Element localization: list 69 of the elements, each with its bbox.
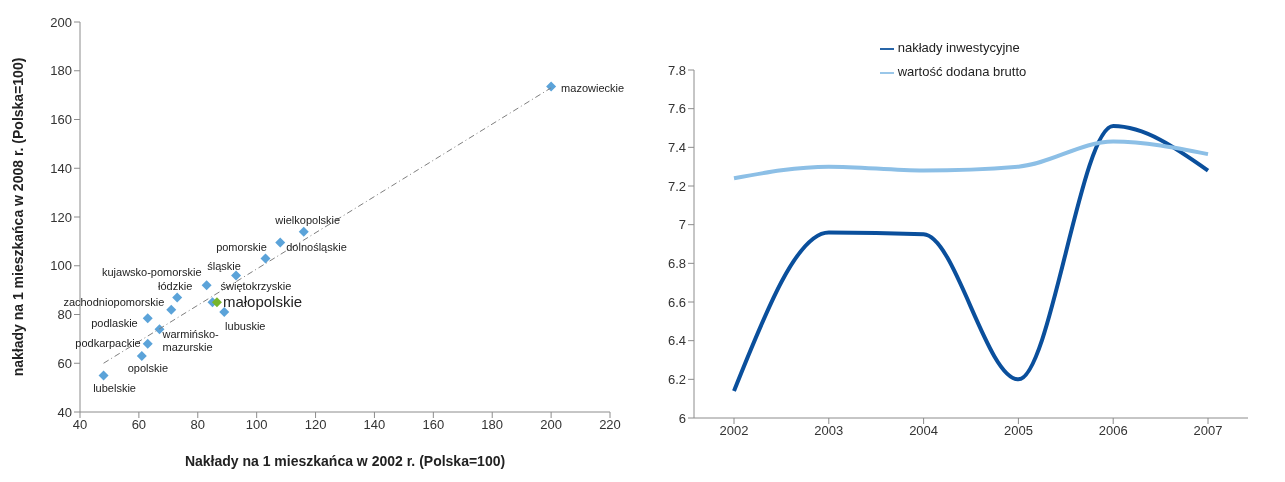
x-tick-label: 60 — [131, 417, 147, 433]
x-tick-label: 160 — [422, 417, 445, 433]
annotation: warmińsko- mazurskie — [161, 328, 220, 354]
y-tick-label: 7.6 — [667, 101, 686, 117]
point — [98, 370, 109, 381]
y-tick-label: 180 — [50, 63, 72, 79]
annotation: lubelskie — [93, 382, 136, 395]
point — [201, 280, 212, 291]
x-tick-label: 140 — [363, 417, 386, 433]
y-axis-title: nakłady na 1 mieszkańca w 2008 r. (Polska=100) — [9, 57, 26, 377]
point — [172, 292, 183, 303]
annotation: mazowieckie — [561, 81, 625, 94]
y-tick-label: 6 — [678, 410, 686, 426]
x-tick-label: 120 — [304, 417, 327, 433]
y-tick-label: 6.2 — [667, 371, 686, 387]
y-tick-label: 6.8 — [667, 255, 686, 271]
x-tick-label: 80 — [190, 417, 206, 433]
x-tick-label: 200 — [540, 417, 562, 433]
y-tick-label: 7.4 — [667, 139, 686, 155]
y-tick-label: 160 — [50, 112, 72, 128]
x-tick-label: 100 — [245, 417, 268, 433]
y-tick-label: 200 — [50, 14, 72, 30]
annotation: podlaskie — [91, 317, 138, 330]
legend-label: nakłady inwestycyjne — [897, 40, 1020, 55]
annotation: podkarpackie — [75, 336, 141, 349]
annotation: pomorskie — [216, 241, 267, 254]
point — [142, 338, 153, 349]
x-tick-label: 2002 — [719, 423, 749, 439]
annotation: świętokrzyskie — [220, 280, 292, 293]
line-series — [732, 124, 1210, 393]
point — [298, 226, 309, 237]
annotation: małopolskie — [222, 293, 303, 311]
x-tick-label: 40 — [72, 417, 88, 433]
point — [260, 253, 271, 264]
y-tick-label: 120 — [50, 209, 72, 225]
annotation: śląskie — [207, 259, 241, 272]
y-tick-label: 80 — [57, 307, 72, 323]
x-tick-label: 2006 — [1098, 423, 1128, 439]
legend-label: wartość dodana brutto — [897, 64, 1027, 79]
y-tick-label: 100 — [50, 258, 72, 274]
x-tick-label: 180 — [481, 417, 504, 433]
x-tick-label: 2003 — [814, 423, 844, 439]
y-tick-label: 7.2 — [667, 178, 686, 194]
point — [211, 297, 222, 308]
annotation: lubuskie — [225, 319, 266, 332]
y-tick-label: 7 — [678, 217, 686, 233]
annotation: kujawsko-pomorskie — [101, 266, 202, 279]
y-tick-label: 140 — [50, 160, 72, 176]
y-tick-label: 6.4 — [667, 333, 686, 349]
point — [136, 350, 147, 361]
point — [546, 81, 557, 92]
annotation: wielkopolskie — [274, 213, 341, 226]
x-tick-label: 2005 — [1003, 423, 1033, 439]
y-tick-label: 40 — [57, 404, 72, 420]
x-tick-label: 2004 — [909, 423, 939, 439]
x-tick-label: 220 — [599, 417, 621, 433]
annotation: opolskie — [127, 361, 169, 374]
point — [166, 304, 177, 315]
y-tick-label: 7.8 — [667, 62, 686, 78]
x-tick-label: 2007 — [1193, 423, 1223, 439]
line-series — [732, 139, 1210, 181]
annotation: łódzkie — [158, 280, 193, 293]
annotation: zachodniopomorskie — [63, 295, 165, 308]
y-tick-label: 60 — [57, 355, 72, 371]
point — [142, 313, 153, 324]
point — [275, 237, 286, 248]
annotation: dolnośląskie — [286, 240, 347, 253]
x-axis-title: Nakłady na 1 mieszkańca w 2002 r. (Polska=100) — [184, 453, 506, 469]
y-tick-label: 6.6 — [667, 294, 686, 310]
